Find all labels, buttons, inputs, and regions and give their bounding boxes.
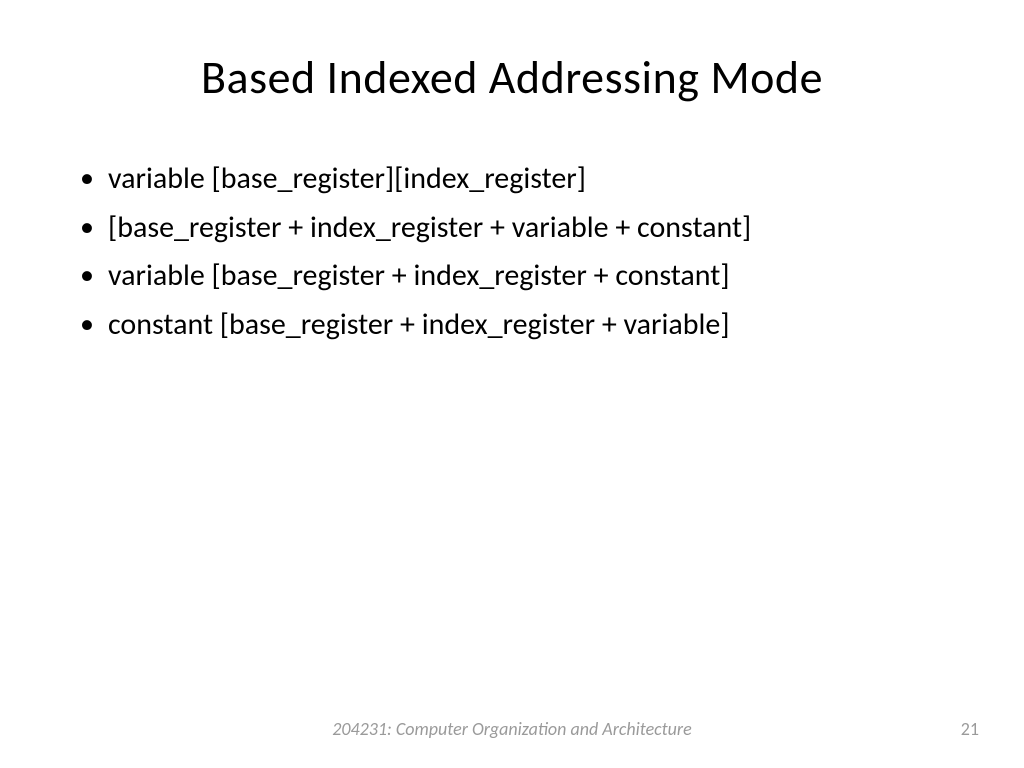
bullet-list: variable [base_register][index_register]… — [70, 156, 954, 348]
slide-footer: 204231: Computer Organization and Archit… — [0, 718, 1024, 740]
slide-container: Based Indexed Addressing Mode variable [… — [0, 0, 1024, 768]
footer-text: 204231: Computer Organization and Archit… — [332, 718, 691, 740]
slide-title: Based Indexed Addressing Mode — [70, 50, 954, 106]
page-number: 21 — [961, 718, 979, 740]
bullet-item: variable [base_register][index_register] — [70, 156, 954, 203]
bullet-item: variable [base_register + index_register… — [70, 253, 954, 300]
bullet-item: constant [base_register + index_register… — [70, 302, 954, 349]
bullet-item: [base_register + index_register + variab… — [70, 205, 954, 252]
